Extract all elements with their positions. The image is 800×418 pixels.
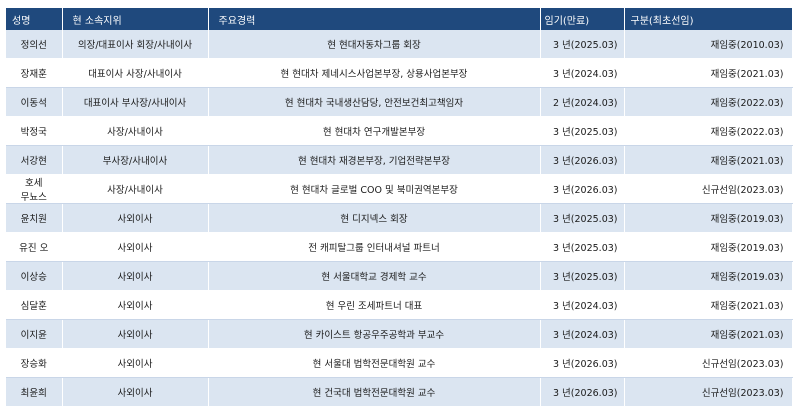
table-row: 윤치원 사외이사 현 디지넥스 회장 3 년(2025.03) 재임중(2019.03): [6, 203, 793, 233]
table-row: 박정국 사장/사내이사 현 현대차 연구개발본부장 3 년(2025.03) 재임중(2…: [6, 116, 793, 146]
cell-position: 사외이사: [62, 261, 209, 291]
cell-position: 사장/사내이사: [62, 174, 209, 204]
cell-name: 이상승: [6, 261, 63, 291]
table-row: 정의선 의장/대표이사 회장/사내이사 현 현대자동차그룹 회장 3 년(2025.0…: [6, 30, 793, 59]
cell-term: 3 년(2026.03): [540, 377, 625, 407]
table-row: 심달훈 사외이사 현 우린 조세파트너 대표 3 년(2024.03) 재임중(2021…: [6, 290, 793, 320]
cell-name: 정의선: [6, 30, 63, 59]
cell-type: 신규선임(2023.03): [624, 348, 793, 378]
cell-name: 박정국: [6, 116, 63, 146]
table-row: 장승화 사외이사 현 서울대 법학전문대학원 교수 3 년(2026.03) 신규선임(…: [6, 348, 793, 378]
cell-term: 3 년(2026.03): [540, 174, 625, 204]
cell-position: 의장/대표이사 회장/사내이사: [62, 30, 209, 59]
cell-term: 3 년(2024.03): [540, 319, 625, 349]
cell-position: 사장/사내이사: [62, 116, 209, 146]
board-members-table: 성명 현 소속지위 주요경력 임기(만료) 구분(최초선임) 정의선 의장/대표이…: [6, 8, 793, 407]
cell-career: 현 서울대 법학전문대학원 교수: [208, 348, 541, 378]
table-row: 장재훈 대표이사 사장/사내이사 현 현대차 제네시스사업본부장, 상용사업본부장 3…: [6, 58, 793, 88]
cell-term: 3 년(2024.03): [540, 290, 625, 320]
cell-type: 재임중(2019.03): [624, 232, 793, 262]
cell-name: 서강현: [6, 145, 63, 175]
table-body: 정의선 의장/대표이사 회장/사내이사 현 현대자동차그룹 회장 3 년(2025.0…: [6, 30, 793, 407]
cell-career: 현 서울대학교 경제학 교수: [208, 261, 541, 291]
cell-name: 장재훈: [6, 58, 63, 88]
cell-term: 3 년(2025.03): [540, 116, 625, 146]
cell-position: 부사장/사내이사: [62, 145, 209, 175]
cell-type: 신규선임(2023.03): [624, 174, 793, 204]
table-header-row: 성명 현 소속지위 주요경력 임기(만료) 구분(최초선임): [6, 8, 793, 30]
cell-type: 재임중(2022.03): [624, 87, 793, 117]
header-term: 임기(만료): [540, 8, 625, 30]
cell-career: 현 현대자동차그룹 회장: [208, 30, 541, 59]
cell-position: 사외이사: [62, 232, 209, 262]
cell-name: 유진 오: [6, 232, 63, 262]
header-position: 현 소속지위: [62, 8, 209, 30]
cell-career: 현 현대차 재경본부장, 기업전략본부장: [208, 145, 541, 175]
cell-position: 사외이사: [62, 377, 209, 407]
board-table-container: 성명 현 소속지위 주요경력 임기(만료) 구분(최초선임) 정의선 의장/대표이…: [6, 8, 793, 407]
cell-term: 3 년(2025.03): [540, 232, 625, 262]
table-row: 최윤희 사외이사 현 건국대 법학전문대학원 교수 3 년(2026.03) 신규선임(…: [6, 377, 793, 407]
cell-position: 사외이사: [62, 290, 209, 320]
table-row: 이상승 사외이사 현 서울대학교 경제학 교수 3 년(2025.03) 재임중(201…: [6, 261, 793, 291]
cell-career: 현 디지넥스 회장: [208, 203, 541, 233]
cell-name: 윤치원: [6, 203, 63, 233]
cell-name: 장승화: [6, 348, 63, 378]
cell-type: 재임중(2021.03): [624, 319, 793, 349]
cell-position: 사외이사: [62, 348, 209, 378]
cell-type: 재임중(2021.03): [624, 58, 793, 88]
cell-name: 이지윤: [6, 319, 63, 349]
cell-career: 현 현대차 국내생산담당, 안전보건최고책임자: [208, 87, 541, 117]
cell-position: 사외이사: [62, 203, 209, 233]
cell-type: 재임중(2022.03): [624, 116, 793, 146]
cell-career: 현 카이스트 항공우주공학과 부교수: [208, 319, 541, 349]
cell-term: 2 년(2024.03): [540, 87, 625, 117]
header-type: 구분(최초선임): [624, 8, 793, 30]
cell-name: 최윤희: [6, 377, 63, 407]
cell-term: 3 년(2025.03): [540, 203, 625, 233]
cell-type: 재임중(2019.03): [624, 203, 793, 233]
cell-career: 전 캐피탈그룹 인터내셔널 파트너: [208, 232, 541, 262]
cell-type: 재임중(2010.03): [624, 30, 793, 59]
table-row: 유진 오 사외이사 전 캐피탈그룹 인터내셔널 파트너 3 년(2025.03) 재임중…: [6, 232, 793, 262]
cell-type: 재임중(2021.03): [624, 290, 793, 320]
cell-position: 사외이사: [62, 319, 209, 349]
cell-career: 현 현대차 제네시스사업본부장, 상용사업본부장: [208, 58, 541, 88]
cell-type: 재임중(2019.03): [624, 261, 793, 291]
cell-position: 대표이사 부사장/사내이사: [62, 87, 209, 117]
cell-career: 현 현대차 연구개발본부장: [208, 116, 541, 146]
header-name: 성명: [6, 8, 63, 30]
cell-name: 이동석: [6, 87, 63, 117]
table-row: 호세 무뇨스 사장/사내이사 현 현대차 글로벌 COO 및 북미권역본부장 3 년(…: [6, 174, 793, 204]
cell-career: 현 현대차 글로벌 COO 및 북미권역본부장: [208, 174, 541, 204]
cell-term: 3 년(2024.03): [540, 58, 625, 88]
table-row: 이지윤 사외이사 현 카이스트 항공우주공학과 부교수 3 년(2024.03) 재임중…: [6, 319, 793, 349]
cell-term: 3 년(2025.03): [540, 261, 625, 291]
cell-type: 신규선임(2023.03): [624, 377, 793, 407]
table-row: 이동석 대표이사 부사장/사내이사 현 현대차 국내생산담당, 안전보건최고책임자 2…: [6, 87, 793, 117]
table-row: 서강현 부사장/사내이사 현 현대차 재경본부장, 기업전략본부장 3 년(2026.…: [6, 145, 793, 175]
cell-position: 대표이사 사장/사내이사: [62, 58, 209, 88]
cell-term: 3 년(2026.03): [540, 145, 625, 175]
cell-type: 재임중(2021.03): [624, 145, 793, 175]
cell-career: 현 우린 조세파트너 대표: [208, 290, 541, 320]
header-career: 주요경력: [208, 8, 541, 30]
cell-name: 호세 무뇨스: [6, 174, 63, 204]
cell-term: 3 년(2025.03): [540, 30, 625, 59]
cell-career: 현 건국대 법학전문대학원 교수: [208, 377, 541, 407]
cell-term: 3 년(2026.03): [540, 348, 625, 378]
cell-name: 심달훈: [6, 290, 63, 320]
